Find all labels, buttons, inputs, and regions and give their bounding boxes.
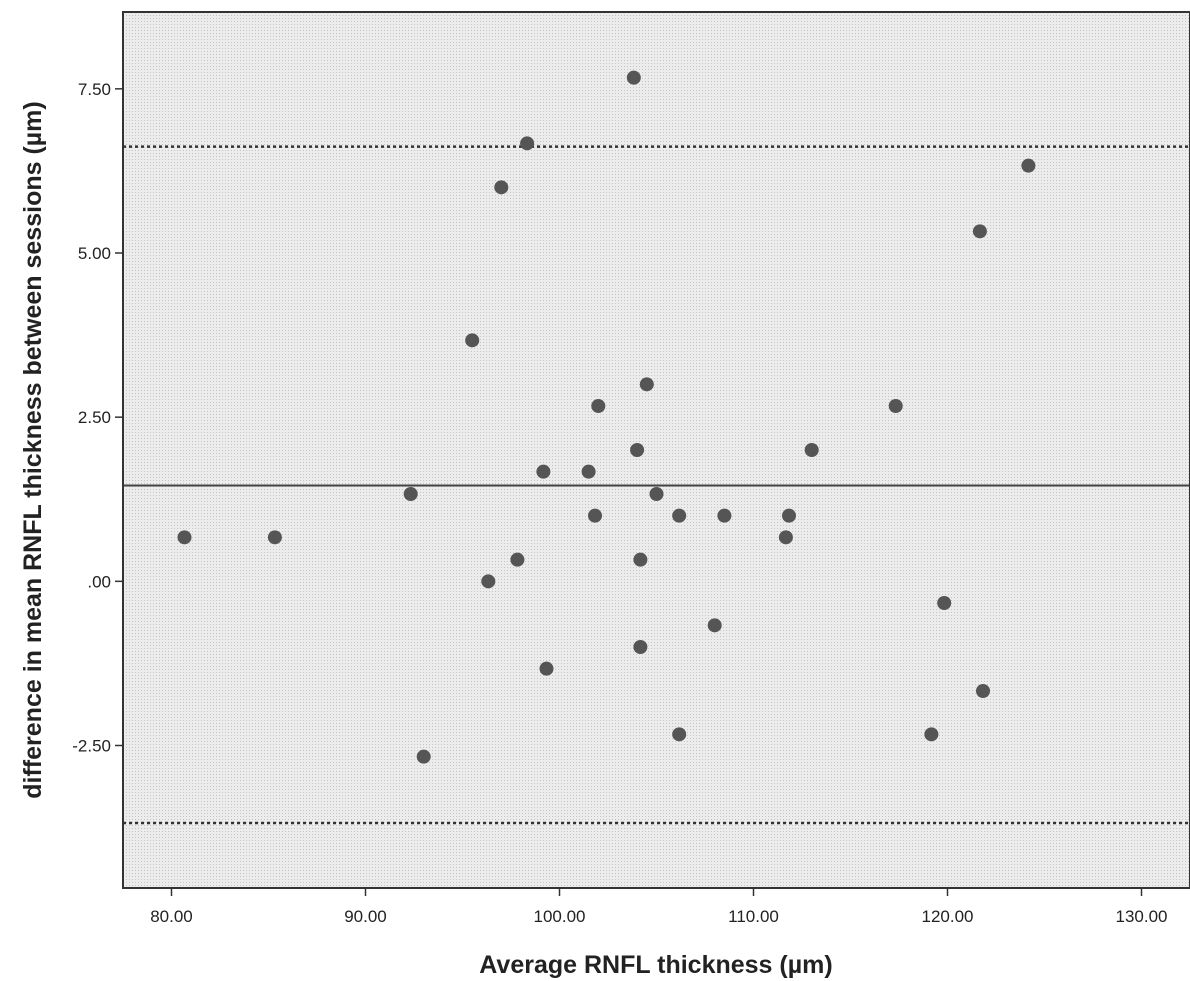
x-tick-label: 120.00 xyxy=(922,907,974,926)
x-tick-label: 130.00 xyxy=(1116,907,1168,926)
data-point xyxy=(707,618,722,633)
data-point xyxy=(937,596,952,611)
y-tick-label: 2.50 xyxy=(78,408,111,427)
data-point xyxy=(581,464,596,479)
data-point xyxy=(972,224,987,239)
data-point xyxy=(1021,158,1036,173)
data-point xyxy=(804,443,819,457)
data-point xyxy=(416,749,431,764)
x-axis: 80.00 90.00 100.00 110.00 120.00 130.00 xyxy=(150,888,1168,926)
y-tick-label: -2.50 xyxy=(72,737,111,756)
x-tick-label: 90.00 xyxy=(344,907,387,926)
data-point xyxy=(639,377,654,392)
data-point xyxy=(536,464,551,479)
y-tick-label: 5.00 xyxy=(78,244,111,263)
data-point xyxy=(588,508,603,523)
data-point xyxy=(976,683,991,698)
data-point xyxy=(633,640,648,655)
data-point xyxy=(649,486,664,501)
x-tick-label: 100.00 xyxy=(534,907,586,926)
reference-lines xyxy=(123,145,1190,825)
data-point xyxy=(494,180,509,195)
y-axis-title: difference in mean RNFL thickness betwee… xyxy=(19,101,47,798)
data-point xyxy=(267,530,282,545)
data-point xyxy=(510,552,525,567)
data-point xyxy=(630,443,645,457)
plot-frame xyxy=(122,11,1190,889)
data-point xyxy=(465,333,480,348)
data-point xyxy=(591,399,606,414)
data-point xyxy=(177,530,192,545)
data-point xyxy=(539,661,554,676)
data-point xyxy=(924,727,939,742)
data-point xyxy=(672,727,687,742)
y-axis: -2.50 .00 2.50 5.00 7.50 xyxy=(72,80,123,756)
data-points xyxy=(177,70,1036,764)
data-point xyxy=(778,530,793,545)
x-axis-title: Average RNFL thickness (µm) xyxy=(479,951,832,979)
data-point xyxy=(717,508,732,523)
data-point xyxy=(481,574,496,589)
data-point xyxy=(888,399,903,414)
data-point xyxy=(633,552,648,567)
x-tick-label: 110.00 xyxy=(728,907,779,926)
x-tick-label: 80.00 xyxy=(150,907,193,926)
data-point xyxy=(672,508,687,523)
data-point xyxy=(626,70,641,85)
data-point xyxy=(403,486,418,501)
plot-background xyxy=(123,12,1190,888)
y-tick-label: 7.50 xyxy=(78,80,111,99)
y-tick-label: .00 xyxy=(87,572,111,591)
data-point xyxy=(520,136,535,151)
data-point xyxy=(782,508,797,523)
